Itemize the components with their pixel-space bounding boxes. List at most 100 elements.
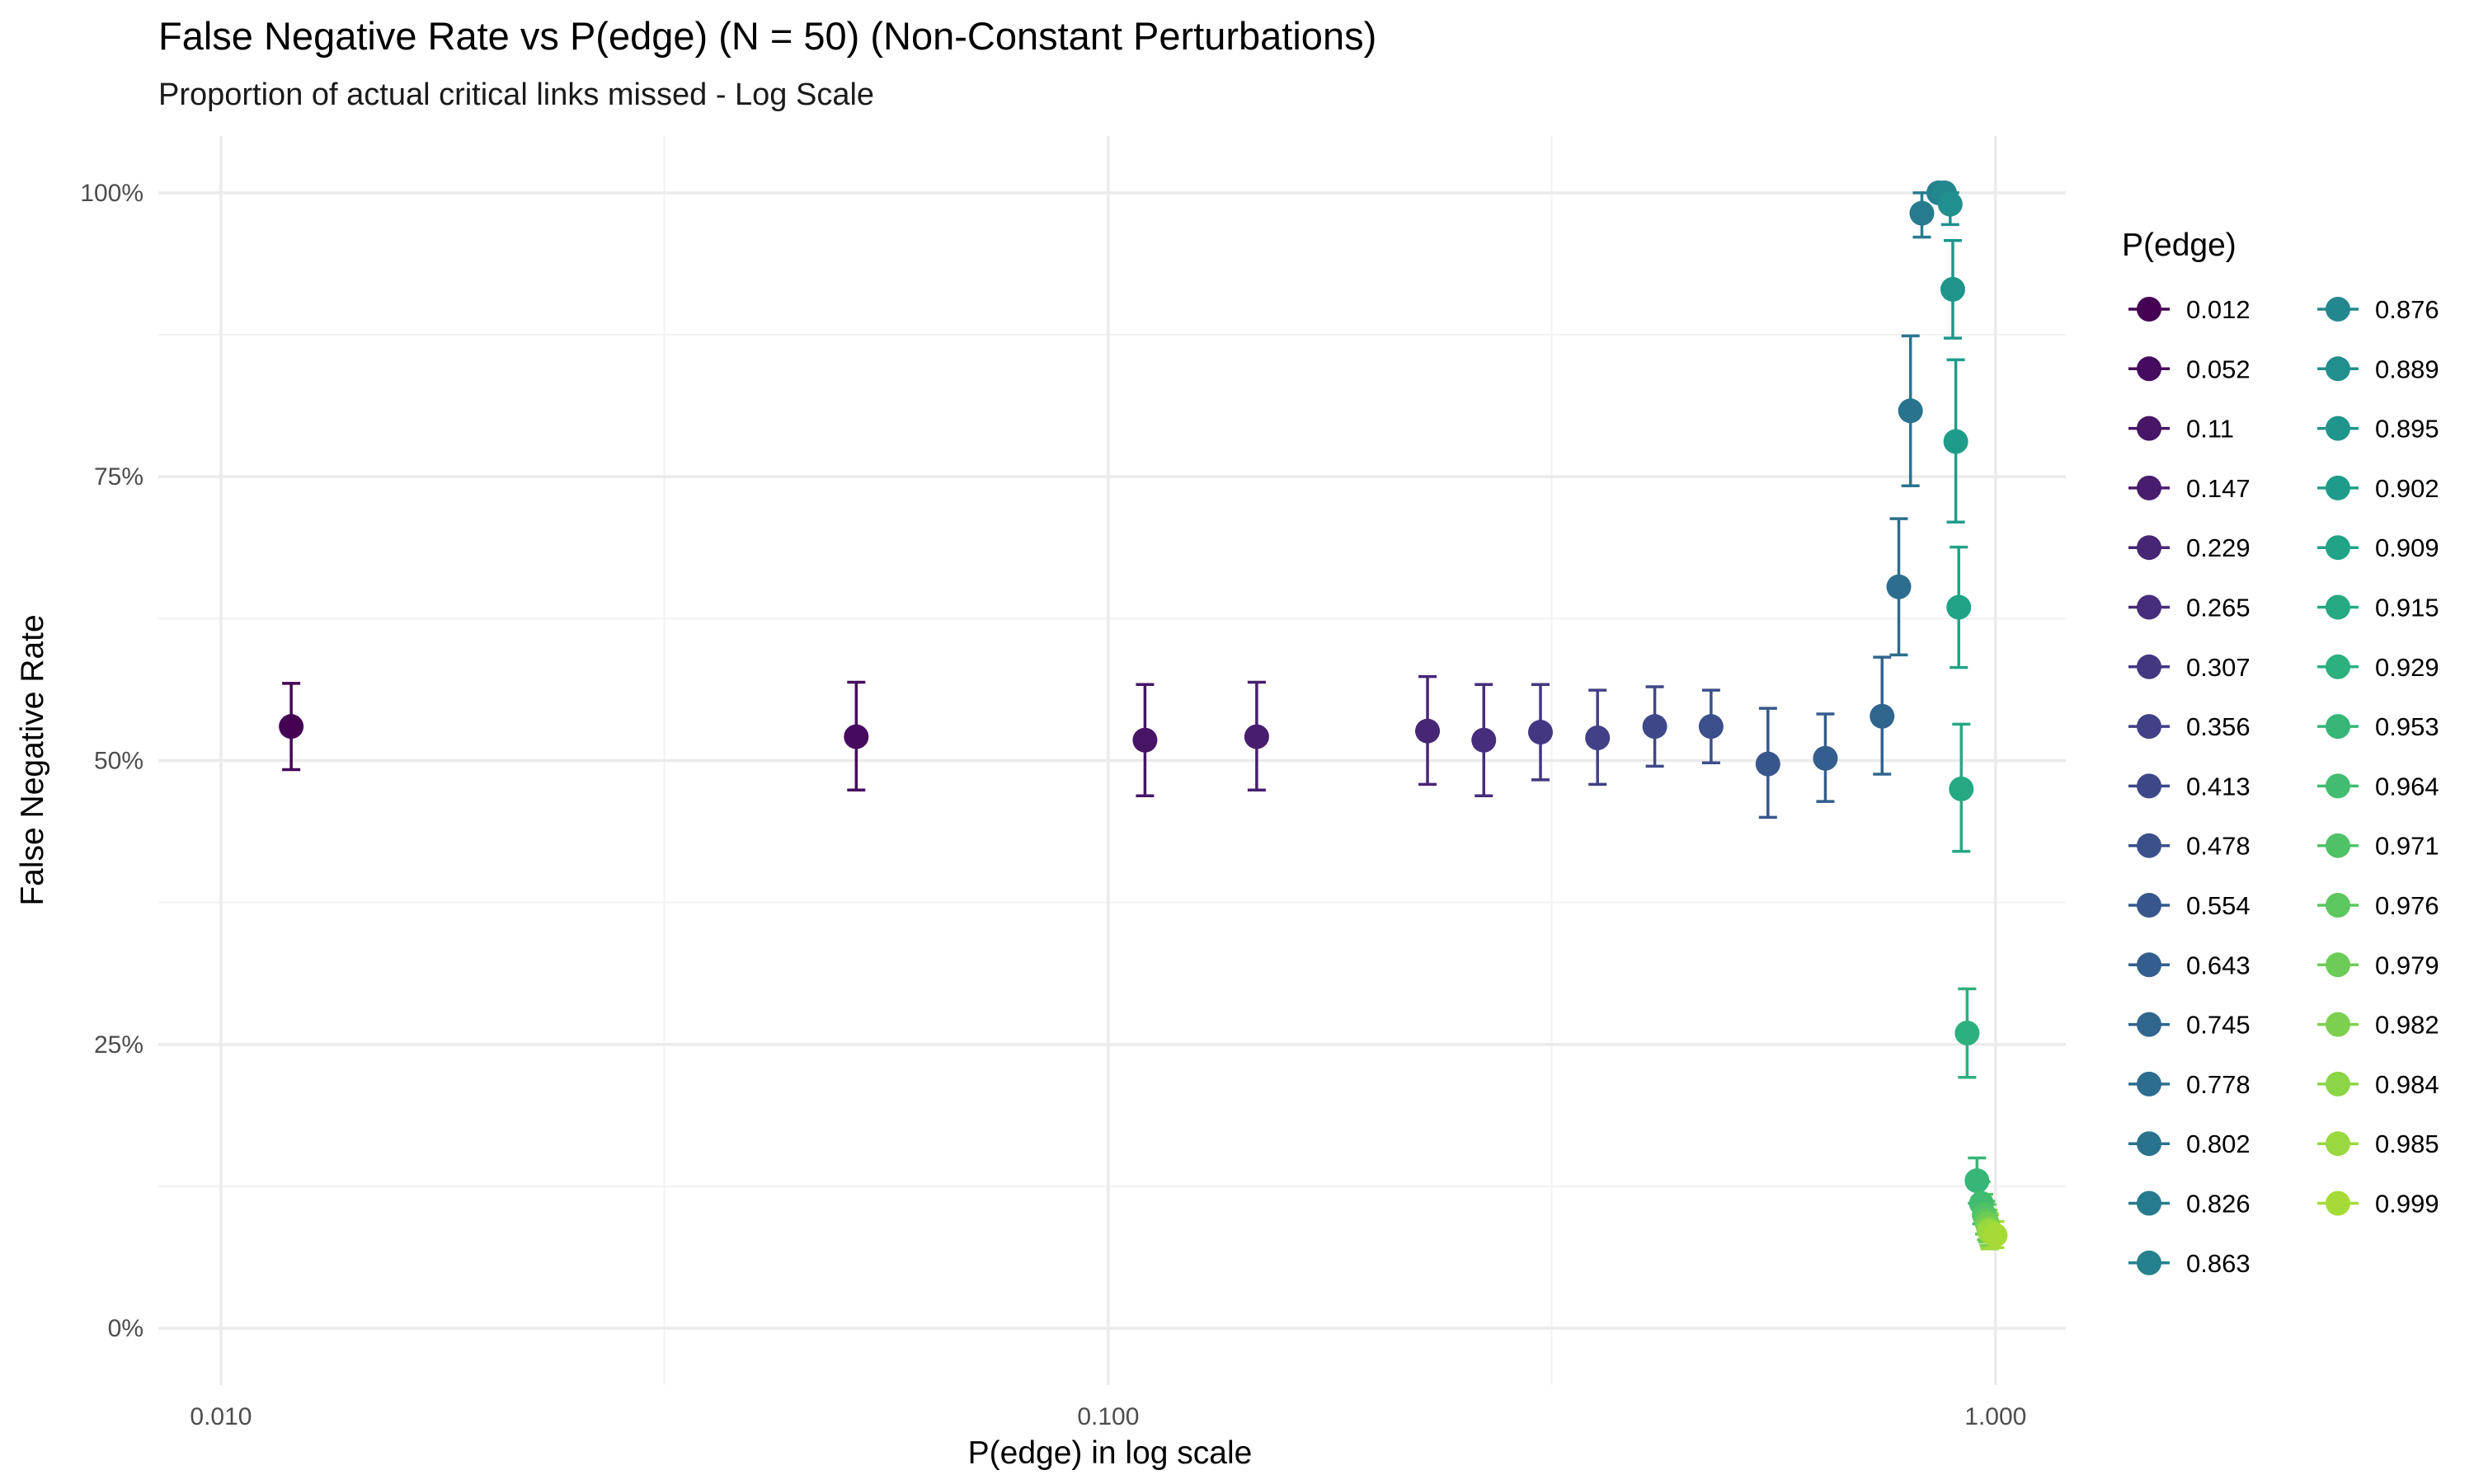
data-point: [1964, 1168, 1990, 1194]
legend-label: 0.964: [2375, 772, 2439, 801]
legend-item: 0.953: [2317, 712, 2439, 741]
legend-key-marker: [2137, 893, 2161, 918]
legend-item: 0.979: [2317, 951, 2439, 979]
legend-label: 0.971: [2375, 832, 2439, 861]
legend-key-marker: [2326, 1190, 2350, 1216]
legend-item: 0.999: [2317, 1190, 2439, 1219]
legend-label: 0.356: [2186, 712, 2251, 741]
legend-label: 0.554: [2186, 891, 2251, 920]
legend-item: 0.982: [2317, 1011, 2439, 1040]
data-point: [1698, 714, 1724, 740]
y-tick-label: 75%: [94, 463, 143, 491]
legend-key-marker: [2137, 535, 2161, 561]
data-point: [1755, 751, 1780, 777]
legend-label: 0.984: [2375, 1070, 2439, 1099]
legend-item: 0.863: [2128, 1249, 2251, 1278]
legend-label: 0.052: [2186, 355, 2251, 383]
legend-key-marker: [2326, 1012, 2350, 1037]
legend-label: 0.229: [2186, 533, 2251, 562]
data-point: [279, 714, 304, 740]
legend-label: 0.909: [2375, 533, 2439, 562]
legend-key-marker: [2326, 297, 2350, 322]
legend-key-marker: [2137, 833, 2161, 858]
x-tick-label: 0.010: [190, 1403, 252, 1430]
legend-label: 0.876: [2375, 295, 2439, 324]
data-point: [1528, 720, 1554, 745]
legend-item: 0.895: [2317, 415, 2439, 444]
x-tick-label: 1.000: [1964, 1403, 2026, 1430]
data-point: [1946, 594, 1972, 620]
data-point: [1949, 776, 1974, 801]
data-point: [844, 724, 869, 749]
legend-key-marker: [2326, 416, 2350, 441]
legend-item: 0.229: [2128, 533, 2251, 562]
y-tick-label: 0%: [108, 1315, 143, 1342]
legend-title: P(edge): [2122, 228, 2236, 263]
data-point: [1813, 745, 1838, 771]
legend-label: 0.11: [2186, 415, 2234, 444]
data-point: [1982, 1223, 2008, 1248]
legend-key-marker: [2137, 714, 2161, 740]
legend-key-marker: [2326, 356, 2350, 382]
y-tick-label: 25%: [94, 1031, 143, 1059]
legend-key-marker: [2326, 893, 2350, 918]
legend-item: 0.147: [2128, 474, 2251, 503]
legend-key-marker: [2326, 1071, 2350, 1097]
data-point: [1909, 200, 1935, 226]
legend-key-marker: [2137, 1071, 2161, 1097]
legend-key-marker: [2326, 714, 2350, 740]
legend-item: 0.876: [2317, 295, 2439, 324]
legend-item: 0.052: [2128, 355, 2251, 383]
legend-key-marker: [2137, 297, 2161, 322]
legend-item: 0.802: [2128, 1129, 2251, 1158]
legend-key-marker: [2137, 1012, 2161, 1037]
legend-label: 0.976: [2375, 891, 2439, 920]
legend-item: 0.902: [2317, 474, 2439, 503]
legend-item: 0.826: [2128, 1190, 2251, 1219]
legend-label: 0.889: [2375, 355, 2439, 383]
legend-key-marker: [2137, 356, 2161, 382]
data-points: [279, 180, 2008, 1248]
legend-key-marker: [2137, 1131, 2161, 1157]
x-tick-label: 0.100: [1077, 1403, 1139, 1430]
data-point: [1943, 429, 1968, 454]
y-axis-tick-labels: 0% 25% 50% 75% 100%: [80, 180, 143, 1342]
legend-key-marker: [2326, 1131, 2350, 1157]
legend-key-marker: [2137, 416, 2161, 441]
data-point: [1585, 725, 1611, 750]
legend-label: 0.999: [2375, 1190, 2439, 1219]
legend-item: 0.265: [2128, 594, 2251, 622]
legend-item: 0.643: [2128, 951, 2251, 979]
legend-item: 0.554: [2128, 891, 2251, 920]
legend-label: 0.979: [2375, 951, 2439, 979]
data-point: [1898, 398, 1923, 424]
legend-key-marker: [2326, 952, 2350, 978]
data-point: [1132, 727, 1158, 753]
legend-label: 0.826: [2186, 1190, 2251, 1219]
legend-key-marker: [2326, 535, 2350, 561]
legend-item: 0.976: [2317, 891, 2439, 920]
legend-item: 0.307: [2128, 653, 2251, 682]
error-bars: [282, 191, 2005, 1251]
legend-label: 0.929: [2375, 653, 2439, 682]
legend-key-marker: [2137, 952, 2161, 978]
legend-label: 0.953: [2375, 712, 2439, 741]
data-point: [1471, 727, 1497, 753]
legend-key-marker: [2326, 833, 2350, 858]
legend-key-marker: [2137, 1250, 2161, 1275]
legend-items: 0.012 0.052 0.11 0.147 0.229 0.265 0.307 0.356 0…: [2128, 295, 2439, 1278]
x-axis-title: P(edge) in log scale: [968, 1435, 1253, 1471]
legend-label: 0.778: [2186, 1070, 2251, 1099]
legend-item: 0.778: [2128, 1070, 2251, 1099]
legend-label: 0.915: [2375, 594, 2439, 622]
y-axis-title: False Negative Rate: [15, 614, 50, 905]
data-point: [1415, 718, 1441, 744]
legend-label: 0.413: [2186, 772, 2251, 801]
legend-label: 0.012: [2186, 295, 2251, 324]
data-point: [1244, 724, 1269, 749]
legend-item: 0.971: [2317, 832, 2439, 861]
legend-item: 0.012: [2128, 295, 2251, 324]
legend-key-marker: [2137, 594, 2161, 620]
legend-key-marker: [2137, 773, 2161, 799]
